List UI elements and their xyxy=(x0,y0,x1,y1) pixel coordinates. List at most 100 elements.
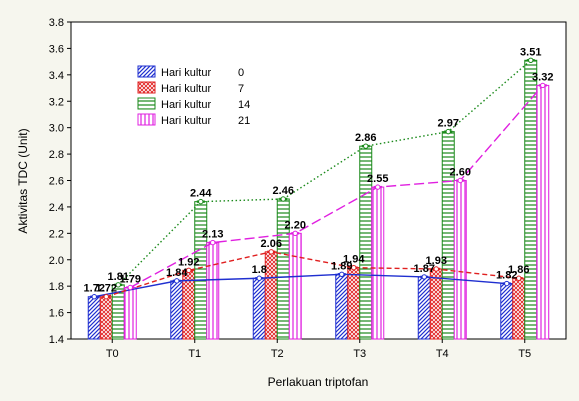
series-line xyxy=(129,84,544,289)
point-marker xyxy=(540,82,546,89)
point-marker xyxy=(445,128,451,135)
series-line xyxy=(117,59,532,286)
x-tick-label: T4 xyxy=(436,348,449,360)
point-marker xyxy=(351,264,357,271)
legend-swatch xyxy=(137,65,156,78)
bar xyxy=(417,276,431,340)
legend-value: 0 xyxy=(238,67,244,79)
bar xyxy=(206,242,220,340)
point-marker xyxy=(256,275,262,281)
data-label: 1.92 xyxy=(178,256,199,268)
legend-label: Hari kultur xyxy=(161,115,211,127)
point-marker xyxy=(516,275,522,281)
data-label: 3.51 xyxy=(520,46,541,58)
x-tick-label: T1 xyxy=(188,348,201,360)
series-line xyxy=(94,273,507,298)
bar xyxy=(347,267,361,340)
bar xyxy=(429,268,443,340)
data-label: 1.79 xyxy=(120,273,141,285)
bar xyxy=(335,273,349,340)
legend-label: Hari kultur xyxy=(161,83,211,95)
bar xyxy=(288,232,302,340)
x-tick-label: T3 xyxy=(353,348,366,360)
data-label: 2.06 xyxy=(261,238,282,250)
y-tick-label: 2.4 xyxy=(49,202,64,214)
legend-value: 14 xyxy=(238,99,250,111)
data-label: 2.60 xyxy=(450,167,471,179)
bar xyxy=(264,251,278,340)
legend-value: 21 xyxy=(238,115,250,127)
x-tick-label: T0 xyxy=(106,348,119,360)
y-tick-label: 2.6 xyxy=(49,176,64,188)
y-tick-label: 2.8 xyxy=(49,149,64,161)
legend-swatch xyxy=(137,113,156,126)
data-label: 1.86 xyxy=(508,264,529,276)
point-marker xyxy=(174,278,180,284)
series-line xyxy=(106,251,519,298)
point-marker xyxy=(504,280,510,287)
data-label: 2.13 xyxy=(202,229,223,241)
point-marker xyxy=(268,249,274,255)
legend-swatch xyxy=(137,97,156,110)
data-label: 1.72 xyxy=(84,283,105,295)
data-label: 2.20 xyxy=(285,219,306,231)
y-tick-label: 2.2 xyxy=(49,228,64,240)
bar xyxy=(536,84,550,340)
y-tick-label: 3.6 xyxy=(49,43,64,55)
point-marker xyxy=(421,274,427,280)
bar xyxy=(99,296,113,340)
bar xyxy=(500,283,514,340)
bar xyxy=(87,296,101,340)
data-label: 1.87 xyxy=(414,263,435,275)
data-label: 3.32 xyxy=(532,71,553,83)
data-label: 2.86 xyxy=(355,132,376,144)
x-axis-label: Perlakuan triptofan xyxy=(268,375,369,389)
point-marker xyxy=(91,294,97,300)
data-label: 1.94 xyxy=(343,254,365,266)
y-tick-label: 1.4 xyxy=(49,334,64,346)
point-marker xyxy=(457,177,463,184)
bar xyxy=(170,280,184,340)
data-label: 2.55 xyxy=(367,173,388,185)
data-label: 1.84 xyxy=(166,267,188,279)
bar xyxy=(453,180,467,340)
x-tick-label: T5 xyxy=(518,348,531,360)
data-label: 2.46 xyxy=(273,185,294,197)
bar xyxy=(252,277,266,340)
data-label: 2.97 xyxy=(438,118,459,130)
point-marker xyxy=(127,284,133,291)
point-marker xyxy=(339,271,345,277)
bar xyxy=(441,131,455,340)
bar xyxy=(371,186,385,340)
legend-value: 7 xyxy=(238,83,244,95)
data-label: 1.89 xyxy=(331,260,352,272)
y-tick-label: 1.8 xyxy=(49,281,64,293)
bar xyxy=(194,201,208,340)
data-label: 1.81 xyxy=(108,271,129,283)
legend-swatch xyxy=(137,81,156,94)
point-marker xyxy=(280,196,286,202)
bar xyxy=(123,286,137,340)
data-label: 1.8 xyxy=(252,264,267,276)
point-marker xyxy=(375,184,381,190)
y-tick-label: 3.4 xyxy=(49,70,64,82)
data-label: 1.72 xyxy=(96,283,117,295)
legend-label: Hari kultur xyxy=(161,99,211,111)
data-label: 2.44 xyxy=(190,188,212,200)
y-tick-label: 3.0 xyxy=(49,123,64,135)
y-tick-label: 3.2 xyxy=(49,96,64,108)
y-tick-label: 3.8 xyxy=(49,17,64,29)
point-marker xyxy=(433,266,439,272)
data-label: 1.93 xyxy=(426,255,447,267)
point-marker xyxy=(103,294,109,300)
legend-label: Hari kultur xyxy=(161,67,211,79)
point-marker xyxy=(186,267,192,274)
bar xyxy=(524,59,538,340)
point-marker xyxy=(528,57,534,64)
point-marker xyxy=(292,230,298,237)
data-label: 1.82 xyxy=(496,270,517,282)
y-tick-label: 2.0 xyxy=(49,255,64,267)
point-marker xyxy=(198,198,204,205)
